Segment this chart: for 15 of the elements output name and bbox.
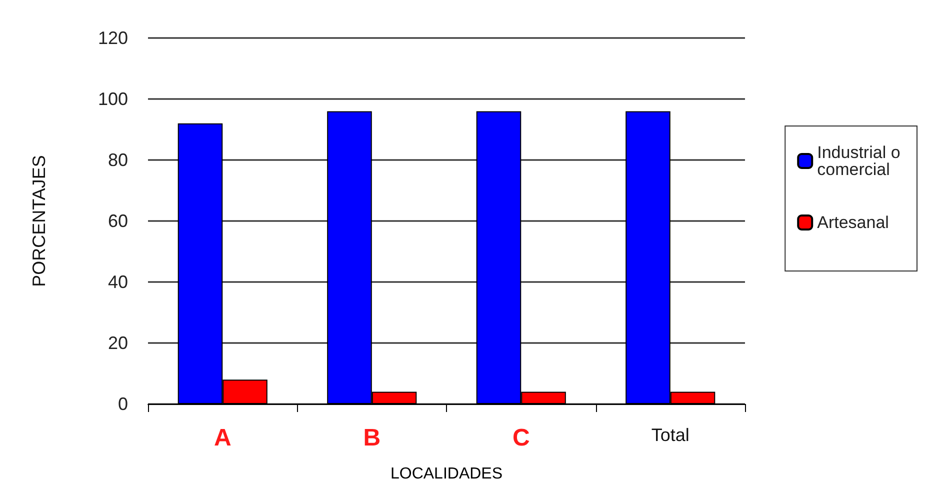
- y-tick-label: 100: [98, 89, 128, 109]
- x-tick-label: A: [214, 424, 232, 452]
- x-axis-title: LOCALIDADES: [390, 466, 503, 482]
- legend-label: Artesanal: [817, 213, 889, 232]
- y-tick-label: 60: [108, 211, 128, 231]
- y-axis-title: PORCENTAJES: [29, 155, 49, 287]
- y-tick-label: 120: [98, 28, 128, 48]
- x-tick-label: C: [512, 424, 530, 452]
- x-tick-label: Total: [651, 425, 690, 445]
- y-tick-label: 20: [108, 333, 128, 353]
- x-tick-label: B: [363, 424, 381, 452]
- y-tick-label: 80: [108, 150, 128, 170]
- legend-label: Industrial o comercial: [817, 143, 906, 179]
- y-tick-label: 0: [118, 394, 128, 414]
- y-tick-label: 40: [108, 272, 128, 292]
